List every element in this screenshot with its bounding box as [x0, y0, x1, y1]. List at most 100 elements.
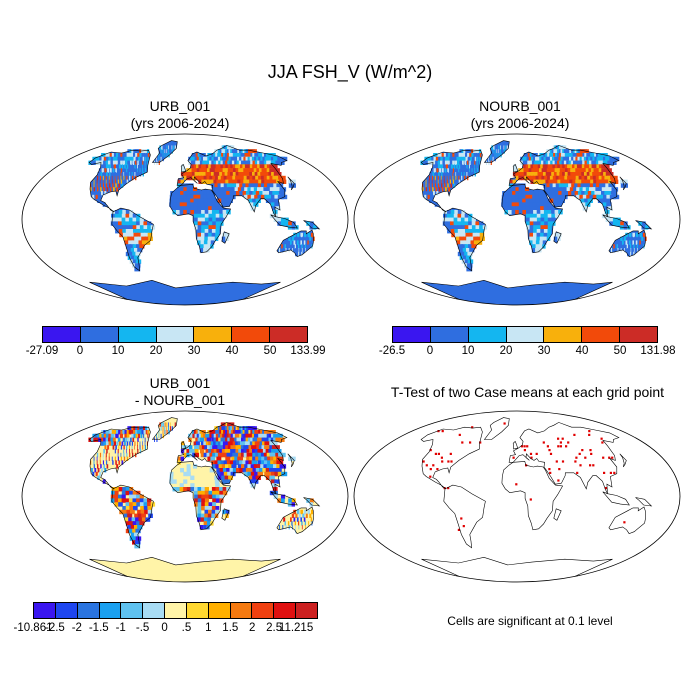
- grid-cell: [142, 164, 143, 169]
- grid-cell: [529, 172, 534, 177]
- grid-cell: [544, 221, 549, 226]
- grid-cell: [207, 202, 213, 207]
- grid-cell: [217, 168, 223, 173]
- grid-cell: [467, 153, 470, 158]
- grid-cell: [162, 145, 165, 150]
- grid-cell: [183, 202, 188, 207]
- grid-cell: [305, 248, 306, 253]
- grid-cell: [461, 229, 467, 234]
- grid-cell: [201, 210, 206, 215]
- grid-cell: [217, 198, 223, 203]
- grid-cell: [111, 490, 115, 496]
- colorbar-difference: [33, 602, 318, 619]
- grid-cell: [211, 487, 217, 492]
- grid-cell: [296, 517, 299, 522]
- grid-cell: [312, 236, 315, 241]
- grid-cell: [122, 506, 128, 511]
- significant-cell: [529, 452, 533, 455]
- grid-cell: [539, 240, 543, 245]
- grid-cell: [634, 236, 637, 241]
- grid-cell: [144, 168, 146, 173]
- grid-cell: [308, 244, 310, 249]
- grid-cell: [556, 172, 562, 177]
- grid-cell: [119, 156, 123, 162]
- colorbar-urb-labels: -27.09 0 10 20 30 40 50 133.99: [26, 345, 326, 359]
- grid-cell: [269, 475, 275, 480]
- grid-cell: [464, 217, 469, 222]
- grid-cell: [244, 471, 250, 477]
- grid-cell: [211, 513, 215, 518]
- grid-cell: [509, 187, 513, 192]
- grid-cell: [226, 175, 232, 181]
- grid-cell: [97, 464, 99, 469]
- grid-cell: [542, 198, 548, 203]
- grid-cell: [547, 229, 552, 234]
- grid-cell: [100, 187, 102, 192]
- grid-cell: [122, 160, 125, 165]
- grid-cell: [434, 179, 436, 184]
- grid-cell: [531, 168, 536, 173]
- grid-cell: [223, 460, 229, 465]
- grid-cell: [427, 160, 432, 165]
- grid-cell: [170, 191, 174, 196]
- grid-cell: [434, 183, 436, 188]
- grid-cell: [207, 236, 212, 241]
- grid-cell: [203, 441, 208, 446]
- grid-cell: [236, 183, 242, 188]
- grid-cell: [223, 194, 229, 200]
- grid-cell: [145, 149, 148, 154]
- grid-cell: [132, 521, 138, 526]
- grid-cell: [594, 191, 601, 196]
- grid-cell: [197, 232, 202, 238]
- significant-cell: [425, 464, 428, 467]
- grid-cell: [118, 441, 121, 446]
- grid-cell: [645, 225, 649, 230]
- grid-cell: [239, 468, 245, 473]
- grid-cell: [425, 183, 427, 188]
- colorbar-swatch: [393, 327, 431, 342]
- grid-cell: [106, 156, 111, 162]
- grid-cell: [207, 513, 212, 518]
- coastline: [89, 279, 281, 305]
- land-fill: [421, 280, 613, 305]
- grid-cell: [469, 149, 473, 154]
- grid-cell: [128, 498, 134, 503]
- grid-cell: [459, 248, 465, 253]
- panel-title-line2: - NOURB_001: [134, 392, 226, 408]
- grid-cell: [186, 175, 190, 181]
- grid-cell: [632, 240, 634, 245]
- grid-cell: [456, 156, 460, 162]
- grid-cell: [518, 168, 522, 173]
- grid-cell: [245, 433, 254, 439]
- grid-cell: [130, 236, 136, 241]
- grid-cell: [445, 164, 448, 169]
- grid-cell: [118, 225, 123, 230]
- grid-cell: [135, 433, 138, 439]
- grid-cell: [111, 164, 114, 169]
- grid-cell: [193, 464, 198, 469]
- colorbar-tick-label: 30: [537, 345, 551, 357]
- grid-cell: [117, 456, 119, 461]
- grid-cell: [200, 517, 205, 522]
- grid-cell: [605, 172, 614, 177]
- grid-cell: [192, 433, 196, 439]
- grid-cell: [450, 164, 453, 169]
- grid-cell: [158, 430, 160, 435]
- grid-cell: [491, 145, 493, 150]
- grid-cell: [214, 445, 220, 450]
- grid-cell: [473, 153, 476, 158]
- grid-cell: [112, 460, 114, 465]
- grid-cell: [139, 160, 141, 165]
- grid-cell: [164, 430, 166, 435]
- grid-cell: [203, 194, 208, 200]
- grid-cell: [219, 468, 225, 473]
- grid-cell: [585, 187, 592, 192]
- grid-cell: [126, 168, 128, 173]
- grid-cell: [464, 244, 470, 249]
- grid-cell: [472, 229, 477, 234]
- grid-cell: [467, 240, 473, 245]
- land-fill: [509, 422, 619, 494]
- grid-cell: [281, 244, 283, 249]
- grid-cell: [160, 153, 162, 158]
- grid-cell: [587, 191, 594, 196]
